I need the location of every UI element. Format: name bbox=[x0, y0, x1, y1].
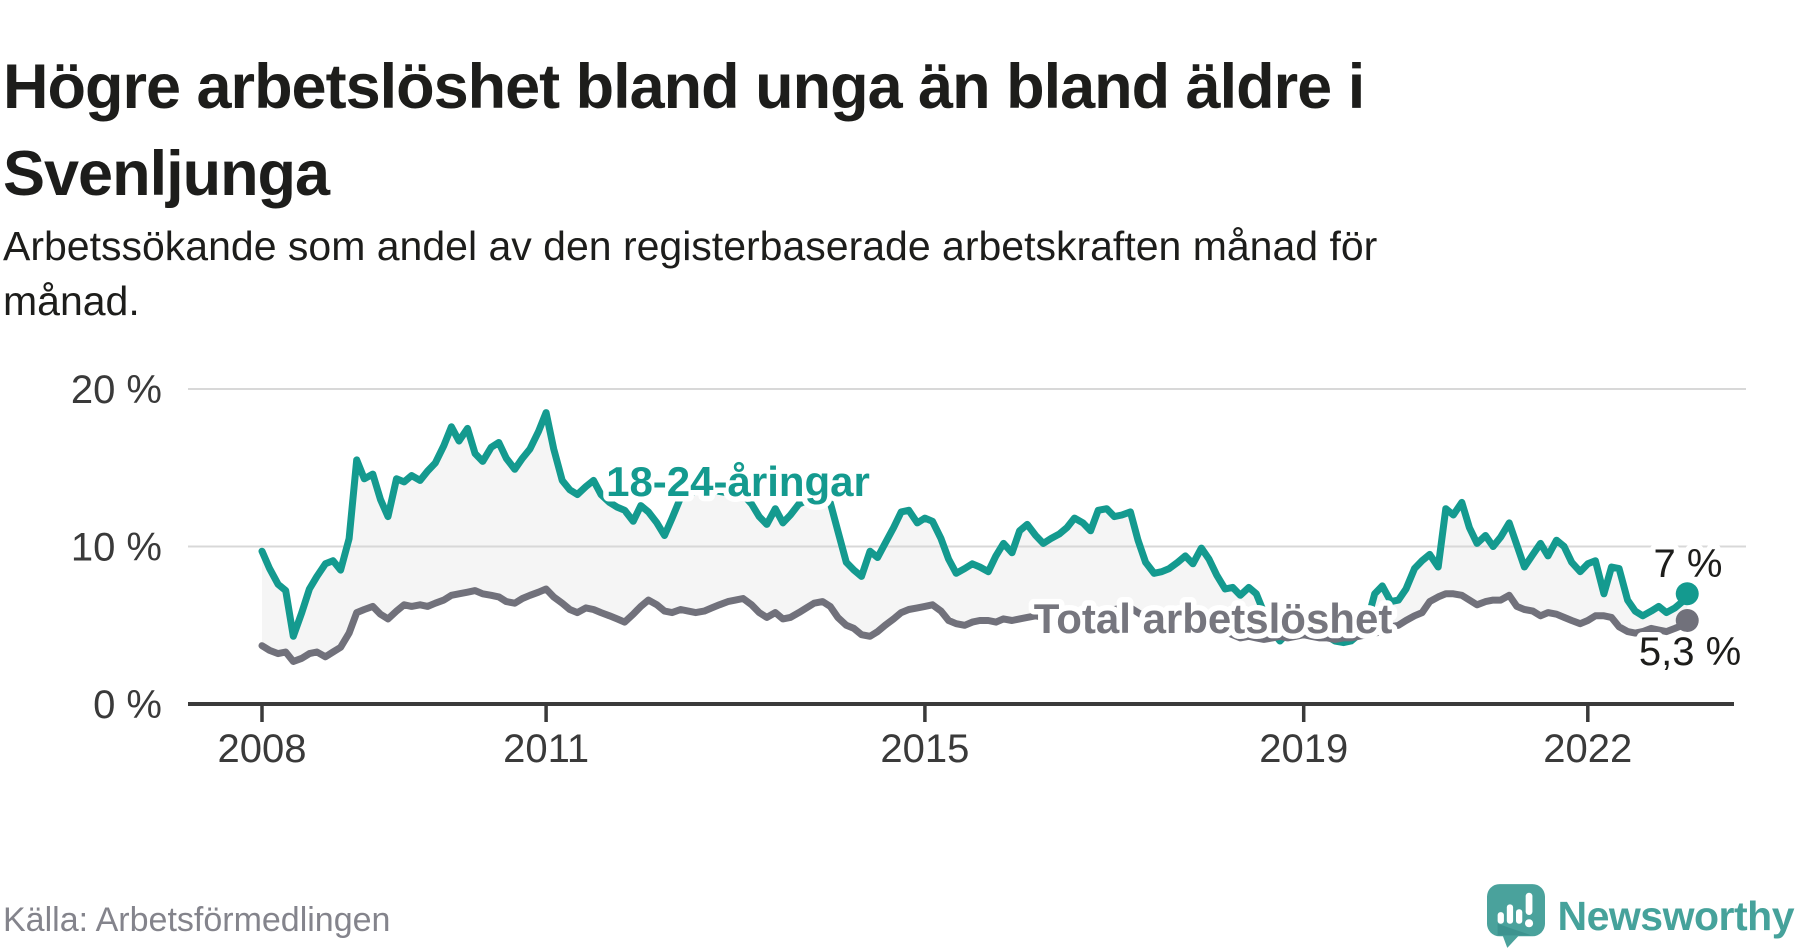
title-line-2: Svenljunga bbox=[3, 139, 330, 210]
subtitle-line-2: månad. bbox=[3, 278, 140, 324]
series-label-youth: 18-24-åringar bbox=[606, 458, 870, 505]
series-label-total: Total arbetslöshet bbox=[1034, 595, 1393, 642]
brand-name: Newsworthy bbox=[1557, 892, 1795, 939]
x-tick-label-2022: 2022 bbox=[1543, 727, 1632, 771]
series-line-total bbox=[258, 585, 1691, 665]
between-series-area bbox=[262, 412, 1688, 662]
series-line-youth bbox=[258, 409, 1691, 647]
x-tick-label-2008: 2008 bbox=[218, 727, 307, 771]
x-tick-label-2019: 2019 bbox=[1259, 727, 1348, 771]
title-line-1: Högre arbetslöshet bland unga än bland ä… bbox=[3, 52, 1365, 123]
series-end-dot-total bbox=[1675, 609, 1699, 633]
newsworthy-logo: Newsworthy bbox=[1486, 884, 1795, 948]
y-tick-label-0: 0 % bbox=[93, 683, 162, 727]
page-subtitle: Arbetssökande som andel av den registerb… bbox=[3, 219, 1377, 329]
newsworthy-speech-bubble-icon bbox=[1486, 884, 1545, 948]
y-tick-label-20: 20 % bbox=[71, 368, 162, 412]
end-value-label-total: 5,3 % bbox=[1639, 630, 1741, 674]
unemployment-line-chart: 2008 2011 2015 2019 2022 0 % 10 % 20 % 18-24-åri… bbox=[71, 368, 1747, 771]
subtitle-line-1: Arbetssökande som andel av den registerb… bbox=[3, 223, 1378, 269]
y-tick-label-10: 10 % bbox=[71, 526, 162, 570]
series-end-dot-youth bbox=[1675, 582, 1699, 606]
page-title: Högre arbetslöshet bland unga än bland ä… bbox=[3, 44, 1365, 218]
source-note: Källa: Arbetsförmedlingen bbox=[3, 901, 391, 939]
x-tick-label-2011: 2011 bbox=[503, 727, 589, 771]
end-value-label-youth: 7 % bbox=[1654, 542, 1723, 586]
x-tick-label-2015: 2015 bbox=[880, 727, 969, 771]
chart-area: 2008 2011 2015 2019 2022 0 % 10 % 20 % 18-24-åri… bbox=[0, 300, 1800, 780]
